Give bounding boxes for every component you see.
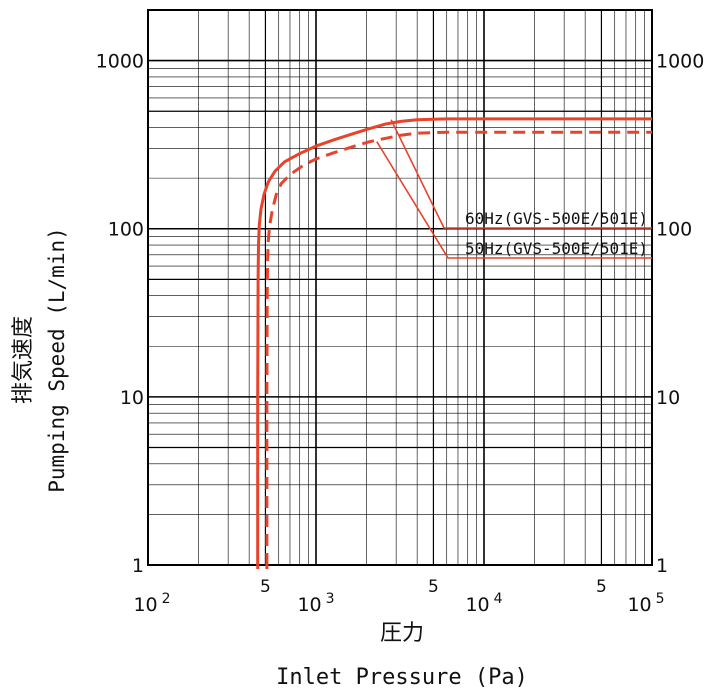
y-axis-label-jp: 排気速度 (11, 316, 36, 404)
x-axis-label: Inlet Pressure (Pa) (276, 665, 528, 688)
x-minor-tick-label: 5 (260, 577, 271, 597)
series-layer (256, 117, 652, 569)
y-axis-label: Pumping Speed (L/min) (45, 227, 69, 493)
y-tick-label-left: 1 (132, 555, 144, 577)
grid-minor-lines (148, 9, 652, 565)
x-minor-tick-label: 5 (596, 577, 607, 597)
legend-layer: 60Hz(GVS-500E/501E) 50Hz(GVS-500E/501E) (376, 119, 652, 259)
y-tick-label-right: 100 (656, 219, 692, 241)
y-tick-label-left: 100 (108, 219, 144, 241)
x-axis-label-jp: 圧力 (380, 621, 424, 646)
x-minor-tick-labels: 5 5 5 (260, 577, 607, 597)
y-tick-labels-left: 1 10 100 1000 (96, 51, 144, 577)
legend-label: 50Hz(GVS-500E/501E) (465, 239, 648, 258)
y-tick-label-right: 1000 (656, 51, 704, 73)
grid-major-lines (147, 10, 652, 566)
x-tick-label: 10 2 (133, 591, 170, 616)
y-tick-label-right: 10 (656, 387, 680, 409)
y-axis-label-group: 排気速度 Pumping Speed (L/min) (11, 227, 69, 493)
y-tick-label-right: 1 (656, 555, 668, 577)
legend-label: 60Hz(GVS-500E/501E) (465, 209, 648, 228)
series-line-50hz (265, 130, 652, 565)
x-tick-labels: 10 2 10 3 10 4 10 5 (133, 591, 664, 616)
y-tick-labels-right: 1 10 100 1000 (656, 51, 704, 577)
legend-leader-line (390, 119, 652, 229)
y-tick-label-left: 1000 (96, 51, 144, 73)
series-line-60hz (256, 117, 652, 565)
x-tick-label: 10 4 (465, 591, 502, 616)
legend-leader-line (376, 141, 652, 259)
x-tick-label: 10 5 (627, 591, 664, 616)
plot-frame (147, 9, 653, 566)
x-tick-label: 10 3 (297, 591, 334, 616)
y-tick-label-left: 10 (120, 387, 144, 409)
x-minor-tick-label: 5 (428, 577, 439, 597)
